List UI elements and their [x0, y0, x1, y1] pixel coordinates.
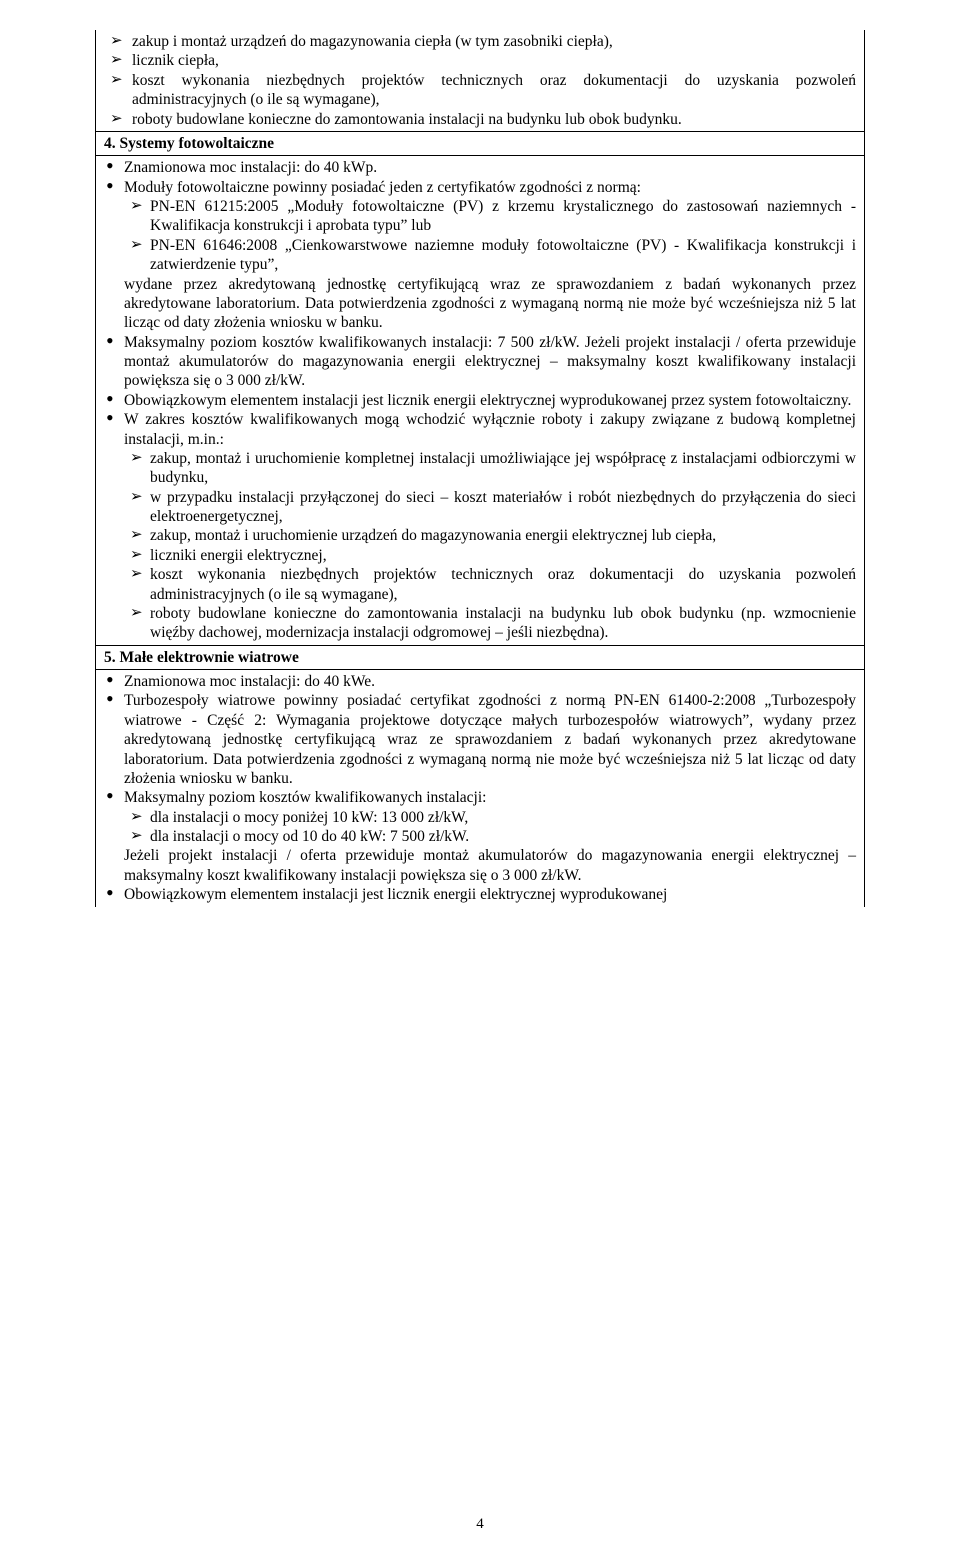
- list-item: PN-EN 61646:2008 „Cienkowarstwowe naziem…: [104, 236, 856, 275]
- list-item: Obowiązkowym elementem instalacji jest l…: [104, 885, 856, 904]
- list-item: Obowiązkowym elementem instalacji jest l…: [104, 391, 856, 410]
- list-item: licznik ciepła,: [104, 51, 856, 70]
- section-prev-continued: zakup i montaż urządzeń do magazynowania…: [95, 30, 865, 132]
- list-item: Moduły fotowoltaiczne powinny posiadać j…: [104, 178, 856, 333]
- list-item: zakup, montaż i uruchomienie urządzeń do…: [104, 526, 856, 545]
- sublist: dla instalacji o mocy poniżej 10 kW: 13 …: [104, 808, 856, 847]
- list-item: koszt wykonania niezbędnych projektów te…: [104, 71, 856, 110]
- heading-5: 5. Małe elektrownie wiatrowe: [104, 649, 299, 666]
- list-item: Znamionowa moc instalacji: do 40 kWe.: [104, 672, 856, 691]
- list-item: liczniki energii elektrycznej,: [104, 546, 856, 565]
- list-item: roboty budowlane konieczne do zamontowan…: [104, 604, 856, 643]
- list-item: zakup i montaż urządzeń do magazynowania…: [104, 32, 856, 51]
- list-item: Turbozespoły wiatrowe powinny posiadać c…: [104, 691, 856, 788]
- list-prev: zakup i montaż urządzeń do magazynowania…: [104, 32, 856, 129]
- list-item: W zakres kosztów kwalifikowanych mogą wc…: [104, 410, 856, 643]
- list-item: Maksymalny poziom kosztów kwalifikowanyc…: [104, 788, 856, 885]
- list-item: Znamionowa moc instalacji: do 40 kWp.: [104, 158, 856, 177]
- section-4-body: Znamionowa moc instalacji: do 40 kWp. Mo…: [95, 156, 865, 645]
- text: Jeżeli projekt instalacji / oferta przew…: [124, 846, 856, 885]
- list-item: koszt wykonania niezbędnych projektów te…: [104, 565, 856, 604]
- heading-4-row: 4. Systemy fotowoltaiczne: [95, 132, 865, 156]
- text: W zakres kosztów kwalifikowanych mogą wc…: [124, 411, 856, 447]
- list-item: roboty budowlane konieczne do zamontowan…: [104, 110, 856, 129]
- text: wydane przez akredytowaną jednostkę cert…: [124, 275, 856, 333]
- list-item: dla instalacji o mocy poniżej 10 kW: 13 …: [104, 808, 856, 827]
- page: zakup i montaż urządzeń do magazynowania…: [0, 0, 960, 1554]
- list-item: dla instalacji o mocy od 10 do 40 kW: 7 …: [104, 827, 856, 846]
- list-item: Maksymalny poziom kosztów kwalifikowanyc…: [104, 333, 856, 391]
- list-4: Znamionowa moc instalacji: do 40 kWp. Mo…: [104, 158, 856, 642]
- sublist: zakup, montaż i uruchomienie kompletnej …: [104, 449, 856, 643]
- text: Moduły fotowoltaiczne powinny posiadać j…: [124, 179, 641, 196]
- list-item: zakup, montaż i uruchomienie kompletnej …: [104, 449, 856, 488]
- page-number: 4: [0, 1515, 960, 1534]
- heading-4: 4. Systemy fotowoltaiczne: [104, 135, 274, 152]
- list-item: PN-EN 61215:2005 „Moduły fotowoltaiczne …: [104, 197, 856, 236]
- sublist: PN-EN 61215:2005 „Moduły fotowoltaiczne …: [104, 197, 856, 275]
- text: Maksymalny poziom kosztów kwalifikowanyc…: [124, 789, 486, 806]
- section-5-body: Znamionowa moc instalacji: do 40 kWe. Tu…: [95, 670, 865, 907]
- heading-5-row: 5. Małe elektrownie wiatrowe: [95, 646, 865, 670]
- list-5: Znamionowa moc instalacji: do 40 kWe. Tu…: [104, 672, 856, 905]
- list-item: w przypadku instalacji przyłączonej do s…: [104, 488, 856, 527]
